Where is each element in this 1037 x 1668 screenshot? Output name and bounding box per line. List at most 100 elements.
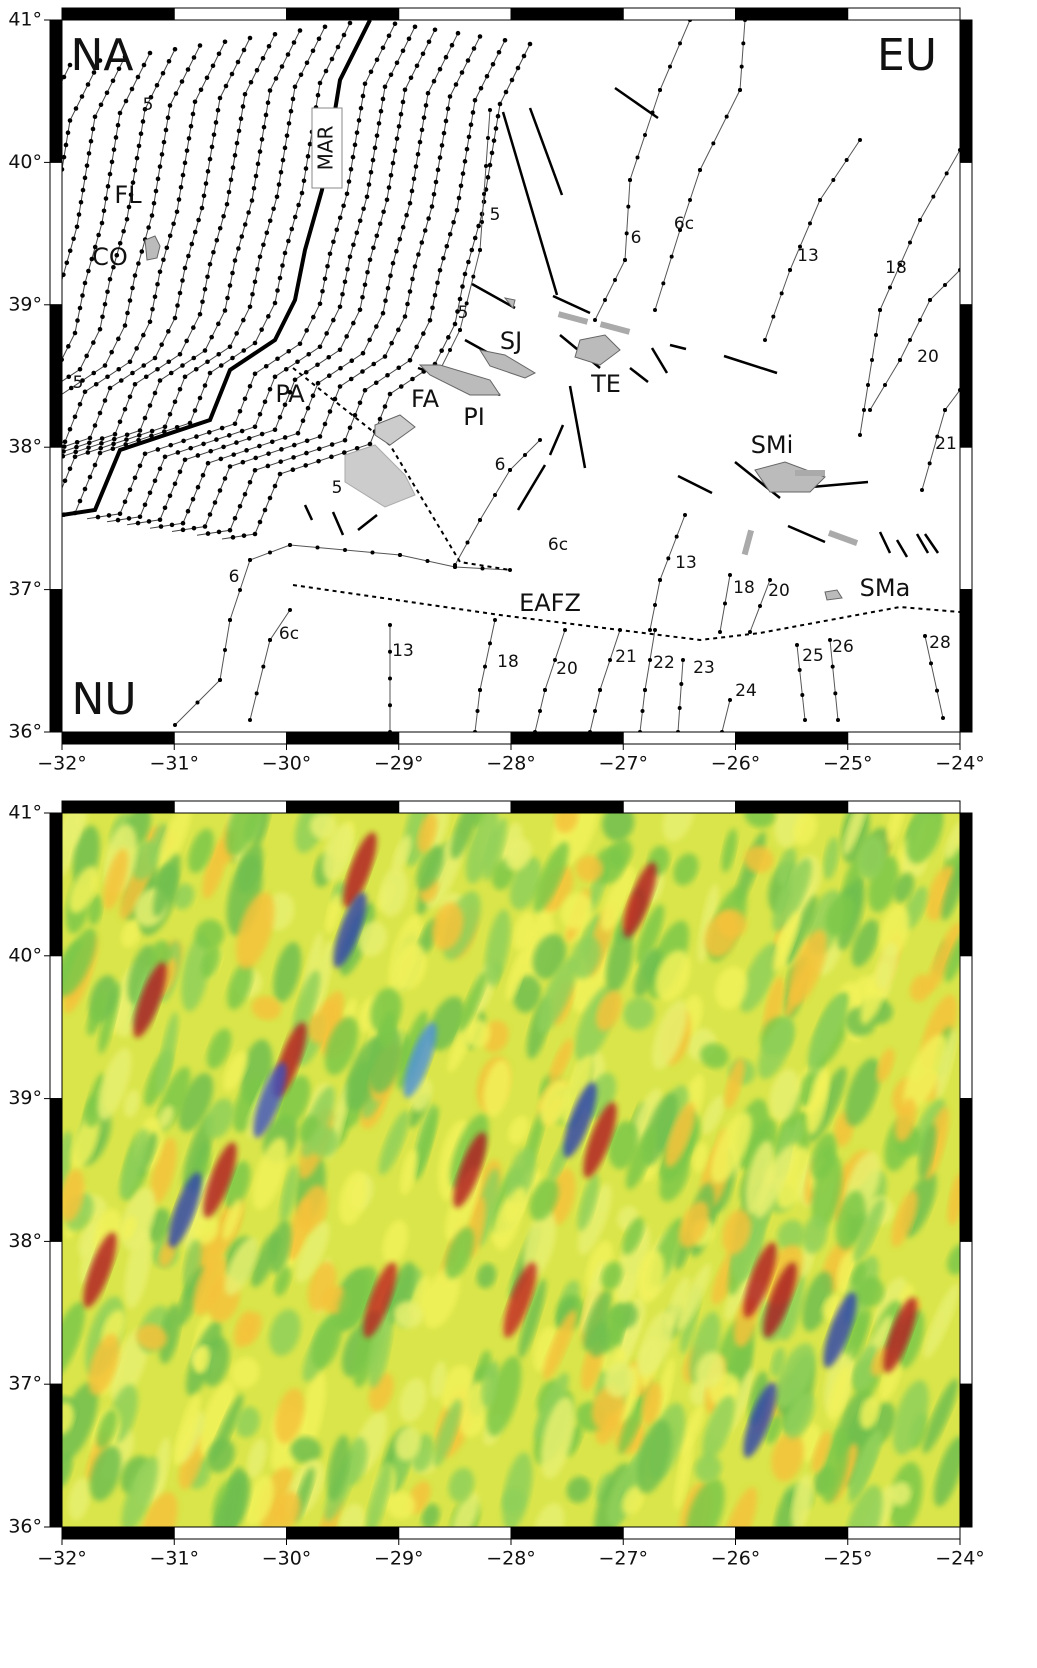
isochron-pick — [98, 446, 103, 451]
isochron-pick — [223, 476, 228, 481]
isochron-pick — [191, 112, 196, 117]
isochron-pick — [648, 658, 652, 662]
isochron-pick — [543, 688, 547, 692]
isochron-pick — [285, 133, 290, 138]
isochron-pick — [280, 263, 285, 268]
isochron-pick — [486, 175, 491, 180]
isochron-pick — [96, 515, 101, 520]
isochron-pick — [391, 161, 396, 166]
border-bar — [62, 732, 174, 744]
anomaly-label: 5 — [143, 95, 154, 115]
isochron-pick — [433, 293, 438, 298]
isochron-pick — [836, 718, 840, 722]
isochron-pick — [286, 239, 291, 244]
isochron-pick — [96, 233, 101, 238]
isochron-pick — [349, 358, 354, 363]
isochron-pick — [134, 346, 139, 351]
anomaly-label: 6c — [279, 624, 299, 644]
isochron-pick — [218, 96, 223, 101]
isochron-pick — [16, 352, 21, 357]
isochron-pick — [723, 602, 727, 606]
x-tick-label: −32° — [37, 1548, 87, 1570]
isochron-pick — [253, 341, 258, 346]
isochron-pick — [463, 272, 468, 277]
isochron-pick — [653, 603, 657, 607]
isochron-pick — [237, 129, 242, 134]
isochron-pick — [81, 188, 86, 193]
isochron-pick — [99, 441, 104, 446]
isochron-pick — [140, 249, 145, 254]
isochron-pick — [164, 128, 169, 133]
isochron-pick — [396, 365, 401, 370]
isochron-pick — [168, 493, 173, 498]
isochron-pick — [85, 163, 90, 168]
anomaly-label: 6 — [229, 567, 240, 587]
border-bar — [50, 590, 62, 732]
isochron-pick — [678, 41, 682, 45]
isochron-pick — [194, 367, 199, 372]
isochron-pick — [241, 348, 246, 353]
isochron-pick — [367, 338, 372, 343]
isochron-pick — [486, 136, 490, 140]
isochron-pick — [288, 543, 292, 547]
isochron-pick — [399, 384, 404, 389]
isochron-pick — [241, 318, 246, 323]
isochron-pick — [383, 84, 388, 89]
x-tick-label: −29° — [374, 1548, 424, 1570]
isochron-pick — [118, 111, 123, 116]
isochron-pick — [363, 282, 368, 287]
isochron-pick — [168, 233, 173, 238]
isochron-pick — [277, 182, 282, 187]
isochron-pick — [80, 293, 85, 298]
isochron-pick — [243, 92, 248, 97]
isochron-pick — [420, 128, 425, 133]
isochron-pick — [73, 454, 78, 459]
isochron-pick — [178, 291, 183, 296]
isochron-pick — [176, 450, 181, 455]
border-bar — [960, 813, 972, 956]
isochron-pick — [368, 257, 373, 262]
isochron-pick — [183, 161, 188, 166]
isochron-pick — [264, 113, 269, 118]
isochron-pick — [436, 168, 441, 173]
isochron-pick — [30, 386, 35, 391]
isochron-pick — [381, 97, 386, 102]
isochron-pick — [141, 119, 146, 124]
isochron-pick — [485, 74, 490, 79]
border-bar — [623, 8, 735, 20]
isochron-pick — [80, 94, 85, 99]
isochron-pick — [181, 521, 186, 526]
isochron-pick — [330, 57, 335, 62]
isochron-pick — [94, 382, 99, 387]
isochron-pick — [299, 72, 304, 77]
isochron-pick — [653, 308, 657, 312]
isochron-pick — [316, 381, 321, 386]
isochron-pick — [353, 413, 358, 418]
isochron-pick — [377, 121, 382, 126]
isochron-pick — [26, 196, 31, 201]
isochron-pick — [125, 311, 130, 316]
isochron-pick — [147, 519, 152, 524]
isochron-pick — [401, 100, 406, 105]
border-bar — [736, 8, 848, 20]
isochron-pick — [648, 628, 652, 632]
isochron-pick — [327, 373, 332, 378]
isochron-pick — [878, 308, 882, 312]
x-tick-label: −29° — [374, 753, 424, 775]
isochron-pick — [116, 337, 121, 342]
isochron-pick — [306, 352, 311, 357]
anomaly-label: 6 — [495, 455, 506, 475]
isochron-pick — [315, 362, 320, 367]
isochron-pick — [351, 155, 356, 160]
isochron-pick — [179, 185, 184, 190]
isochron-pick — [923, 634, 927, 638]
isochron-pick — [311, 393, 316, 398]
isochron-pick — [196, 453, 201, 458]
isochron-pick — [257, 444, 262, 449]
isochron-pick — [358, 307, 363, 312]
isochron-pick — [161, 71, 166, 76]
isochron-pick — [466, 541, 470, 545]
isochron-pick — [187, 136, 192, 141]
isochron-pick — [86, 445, 91, 450]
x-tick-label: −27° — [598, 1548, 648, 1570]
